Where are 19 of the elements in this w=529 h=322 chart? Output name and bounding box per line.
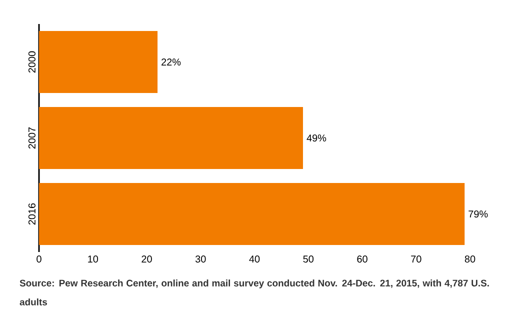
- data-label: 22%: [162, 58, 181, 66]
- x-tick-label: 10: [88, 256, 98, 263]
- x-tick-label: 40: [249, 256, 260, 263]
- x-tick-label: 70: [411, 256, 422, 263]
- bar: [39, 31, 158, 93]
- x-tick-label: 60: [357, 256, 368, 263]
- bar: [39, 183, 465, 246]
- source-note: Source: Pew Research Center, online and mail survey conducted Nov. 24-Dec. 21, 2015, with 4,787 U.S. adults: [20, 280, 489, 306]
- y-tick-label: 2000: [28, 51, 36, 73]
- y-tick-label: 2007: [28, 127, 36, 149]
- x-tick-label: 20: [142, 256, 152, 263]
- x-tick-label: 30: [195, 256, 206, 263]
- data-label: 79%: [468, 210, 488, 218]
- x-tick-label: 80: [464, 256, 476, 263]
- x-tick-label: 0: [36, 256, 42, 263]
- x-tick-label: 50: [303, 256, 314, 263]
- y-tick-label: 2016: [28, 203, 36, 225]
- data-label: 49%: [306, 134, 326, 142]
- bar: [39, 107, 303, 169]
